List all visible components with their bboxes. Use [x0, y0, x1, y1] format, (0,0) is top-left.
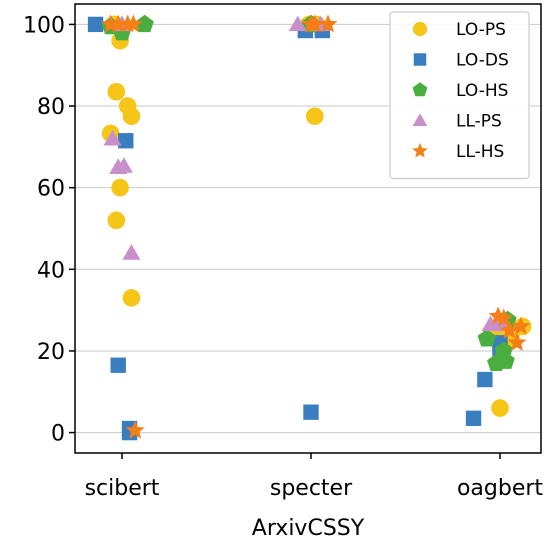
data-point	[477, 329, 496, 347]
x-tick-label: scibert	[85, 476, 160, 501]
legend-label: LO-HS	[456, 81, 508, 101]
legend-marker	[412, 82, 428, 97]
data-point	[305, 14, 325, 33]
legend-marker	[412, 113, 428, 126]
x-axis-title: ArxivCSSY	[252, 516, 365, 541]
data-point	[111, 178, 129, 197]
data-point	[107, 211, 126, 230]
data-point	[122, 107, 141, 126]
data-point	[288, 15, 307, 32]
legend-label: LL-PS	[456, 112, 502, 132]
y-tick-label: 80	[37, 95, 65, 120]
data-point	[114, 157, 133, 173]
data-points	[87, 14, 532, 441]
data-point	[125, 420, 145, 439]
legend-item: LO-PS	[412, 20, 506, 40]
legend-marker	[413, 53, 427, 66]
y-tick-label: 40	[37, 258, 65, 283]
axis-ticks: 0 20 40 60 80 100 scibert specter oagbert	[23, 13, 543, 501]
legend-label: LO-DS	[456, 51, 509, 71]
data-point	[318, 14, 338, 33]
legend-item: LL-PS	[412, 112, 502, 132]
data-point	[87, 16, 104, 33]
plot-frame	[74, 3, 542, 454]
data-point	[511, 316, 531, 335]
legend-label: LL-HS	[456, 142, 504, 162]
data-point	[107, 82, 126, 101]
legend: LO-PS LO-DS LO-HS LL-PS LL-HS	[389, 11, 530, 180]
legend-marker	[412, 21, 428, 37]
data-point	[507, 332, 527, 351]
data-point	[494, 341, 513, 359]
data-point	[491, 399, 509, 417]
data-point	[305, 107, 324, 126]
data-point	[303, 404, 319, 420]
legend-item: LO-DS	[413, 51, 509, 71]
data-point	[465, 410, 482, 426]
legend-marker	[412, 142, 428, 158]
y-tick-label: 100	[23, 13, 65, 38]
data-point	[122, 289, 141, 307]
data-point	[122, 244, 141, 260]
data-point	[123, 14, 143, 33]
legend-label: LO-PS	[456, 20, 506, 40]
data-point	[494, 308, 514, 327]
data-point	[103, 129, 122, 146]
series-ll-hs	[101, 14, 531, 439]
y-tick-label: 60	[37, 177, 65, 202]
data-point	[135, 14, 154, 33]
y-tick-label: 20	[37, 340, 65, 365]
data-point	[110, 357, 126, 373]
data-point	[500, 320, 519, 339]
x-tick-label: specter	[270, 476, 353, 501]
legend-item: LL-HS	[412, 142, 504, 162]
data-point	[118, 133, 134, 149]
y-tick-label: 0	[51, 422, 65, 447]
data-point	[477, 371, 493, 388]
legend-item: LO-HS	[412, 81, 508, 101]
x-tick-label: oagbert	[457, 476, 543, 501]
